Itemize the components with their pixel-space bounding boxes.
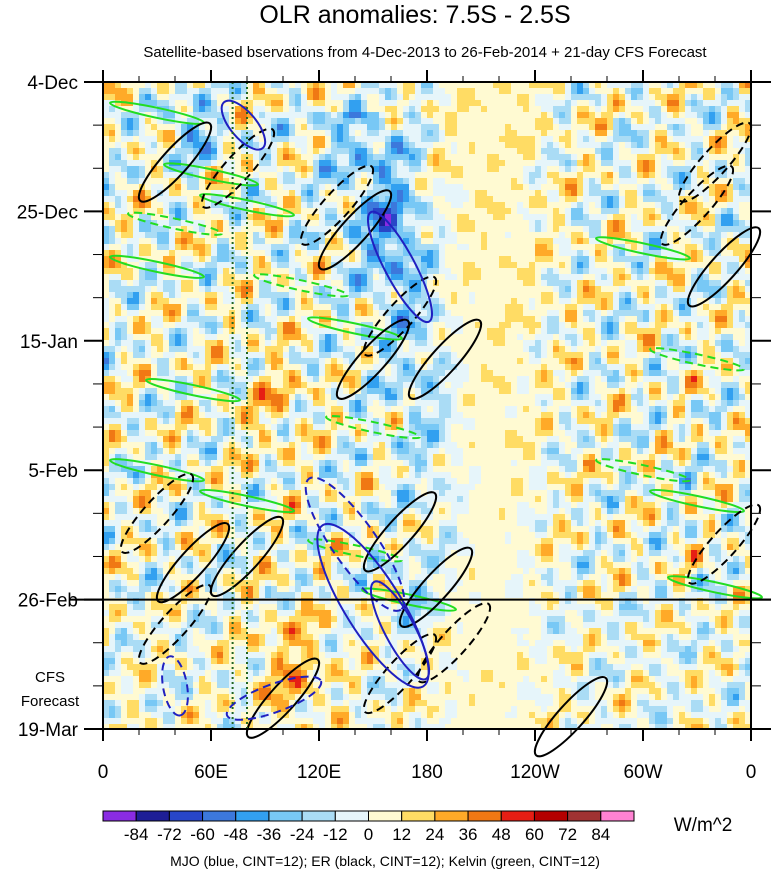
er-contour: [137, 583, 213, 665]
kelvin-contour: [127, 211, 223, 236]
colorbar-swatch: [168, 810, 204, 822]
kelvin-contour: [163, 162, 259, 187]
colorbar-swatch: [334, 810, 369, 822]
contour-legend-note: MJO (blue, CINT=12); ER (black, CINT=12)…: [170, 853, 600, 869]
colorbar-label: 60: [525, 825, 544, 844]
colorbar-swatch: [202, 810, 237, 822]
colorbar-label: 48: [492, 825, 511, 844]
kelvin-contour: [595, 458, 691, 483]
colorbar-label: 84: [591, 825, 610, 844]
er-contour: [209, 515, 285, 598]
colorbar-label: -60: [190, 825, 215, 844]
x-tick-label: 180: [411, 762, 443, 783]
er-contour: [407, 318, 483, 400]
forecast-label: Forecast: [21, 693, 80, 710]
colorbar-swatch: [301, 810, 336, 822]
colorbar-swatch: [567, 810, 602, 822]
colorbar-swatch: [401, 810, 436, 822]
colorbar-swatch: [368, 810, 403, 822]
kelvin-contour: [199, 193, 295, 218]
colorbar-swatch: [102, 810, 137, 822]
x-tick-label: 60E: [194, 762, 228, 783]
colorbar-label: 36: [459, 825, 478, 844]
colorbar-label: 0: [364, 825, 373, 844]
olr-heatmap: [103, 82, 752, 730]
kelvin-contour: [649, 488, 745, 514]
mjo-contour: [304, 476, 406, 612]
colorbar-swatch: [533, 810, 569, 822]
colorbar-swatch: [235, 810, 270, 822]
colorbar-label: -24: [290, 825, 315, 844]
chart-subtitle: Satellite-based bservations from 4-Dec-2…: [143, 44, 707, 61]
er-contour: [677, 121, 753, 203]
colorbar-label: 12: [392, 825, 411, 844]
er-contour: [416, 602, 492, 684]
er-contour: [398, 546, 474, 628]
kelvin-contour: [361, 587, 457, 612]
colorbar: [102, 810, 635, 822]
forecast-label: CFS: [35, 669, 65, 686]
kelvin-contour: [145, 377, 241, 403]
kelvin-contour: [109, 458, 205, 483]
colorbar-swatch: [467, 810, 502, 822]
er-contour: [299, 164, 375, 246]
er-contour: [362, 491, 438, 573]
kelvin-contour: [199, 488, 295, 514]
colorbar-label: -36: [257, 825, 282, 844]
y-tick-label: 4-Dec: [27, 73, 78, 94]
er-contour: [119, 472, 195, 554]
er-contour: [317, 189, 393, 271]
colorbar-label: 24: [425, 825, 444, 844]
kelvin-contour: [325, 414, 421, 440]
kelvin-contour: [595, 236, 691, 261]
er-contour: [245, 657, 321, 739]
mjo-contour: [225, 675, 323, 721]
colorbar-label: -12: [323, 825, 348, 844]
er-contour: [335, 318, 411, 400]
colorbar-label: -72: [157, 825, 182, 844]
chart-title: OLR anomalies: 7.5S - 2.5S: [259, 1, 570, 29]
mjo-contour: [161, 655, 189, 717]
mjo-contour: [367, 210, 433, 324]
er-contour: [533, 676, 609, 758]
kelvin-contour: [109, 254, 205, 279]
x-tick-label: 120E: [297, 762, 341, 783]
kelvin-contour: [307, 316, 403, 341]
kelvin-contour: [667, 575, 763, 600]
colorbar-unit: W/m^2: [674, 815, 733, 836]
colorbar-label: 72: [558, 825, 577, 844]
y-tick-label: 26-Feb: [18, 591, 78, 612]
y-tick-label: 19-Mar: [18, 720, 79, 741]
colorbar-label: -84: [124, 825, 149, 844]
er-contour: [362, 632, 438, 715]
er-contour: [686, 226, 762, 308]
x-tick-label: 0: [98, 762, 109, 783]
er-contour: [200, 127, 276, 209]
kelvin-contour: [649, 347, 745, 372]
wave-contours: [109, 99, 763, 758]
mjo-contour: [369, 580, 431, 681]
colorbar-swatch: [600, 810, 635, 822]
y-tick-label: 5-Feb: [28, 461, 78, 482]
kelvin-contour: [253, 273, 349, 298]
er-contour: [686, 503, 762, 585]
colorbar-swatch: [268, 810, 303, 822]
er-contour: [137, 121, 213, 203]
colorbar-swatch: [434, 810, 469, 822]
er-contour: [155, 522, 231, 604]
x-tick-label: 0: [746, 762, 757, 783]
y-tick-label: 15-Jan: [20, 332, 78, 353]
x-tick-label: 120W: [510, 762, 560, 783]
x-tick-label: 60W: [623, 762, 662, 783]
er-contour: [659, 164, 735, 246]
colorbar-label: -48: [223, 825, 248, 844]
colorbar-swatch: [500, 810, 535, 822]
mjo-contour: [316, 522, 430, 689]
kelvin-contour: [307, 538, 403, 563]
colorbar-swatch: [135, 810, 170, 822]
y-tick-label: 25-Dec: [17, 202, 78, 223]
